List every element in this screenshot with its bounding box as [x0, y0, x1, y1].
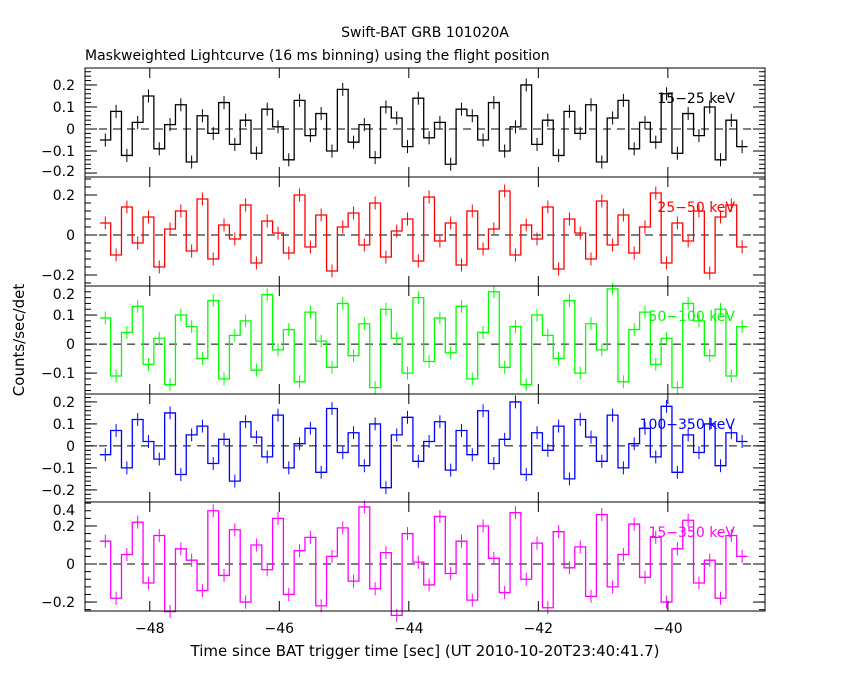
x-tick-label: −48	[135, 621, 165, 637]
chart-title: Swift-BAT GRB 101020A	[341, 25, 509, 41]
y-tick-label: 0	[66, 122, 75, 138]
series-line	[99, 288, 748, 389]
x-tick-label: −40	[653, 621, 683, 637]
x-tick-label: −42	[524, 621, 554, 637]
panel-100-350-kev: 100−350 keV −0.2 −0.1 0 0.1 0.2	[41, 393, 766, 503]
panel-50-100-kev: 50−100 keV −0.1 0 0.1 0.2	[41, 282, 766, 395]
y-tick-label: 0.2	[53, 519, 75, 535]
y-tick-label: −0.2	[41, 268, 75, 284]
panel-frame	[84, 285, 766, 395]
energy-band-label: 25−50 keV	[657, 200, 735, 216]
x-tick-label: −46	[265, 621, 295, 637]
series-line	[99, 401, 748, 489]
panel-15-350-kev: 15−350 keV −0.2 0 0.20.4	[41, 500, 766, 622]
panel-frame	[84, 176, 766, 287]
x-tick-label: −44	[394, 621, 424, 637]
y-tick-label: 0.2	[53, 188, 75, 204]
energy-band-label: 100−350 keV	[640, 417, 736, 433]
y-tick-label: 0	[66, 557, 75, 573]
series-line	[99, 84, 748, 165]
energy-band-label: 50−100 keV	[648, 309, 735, 325]
panel-frame	[84, 501, 766, 612]
panel-25-50-kev: 25−50 keV −0.2 0 0.2	[41, 176, 766, 287]
y-tick-label: 0.2	[53, 78, 75, 94]
y-tick-label: 0.4	[53, 503, 75, 519]
y-tick-label: 0.2	[53, 287, 75, 303]
y-tick-label: −0.2	[41, 483, 75, 499]
panel-15-25-kev: 15−25 keV −0.2 −0.1 0 0.1 0.2	[41, 67, 766, 180]
y-tick-label: 0.1	[53, 308, 75, 324]
y-tick-label: −0.1	[41, 144, 75, 160]
y-axis-label: Counts/sec/det	[10, 284, 28, 397]
panel-frame	[84, 393, 766, 503]
y-tick-label: 0	[66, 439, 75, 455]
panel-frame	[84, 67, 766, 178]
series-line	[99, 190, 748, 274]
x-axis-label: Time since BAT trigger time [sec] (UT 20…	[190, 642, 660, 660]
energy-band-label: 15−350 keV	[648, 525, 735, 541]
y-tick-label: −0.2	[41, 595, 75, 611]
y-tick-label: 0	[66, 337, 75, 353]
y-tick-label: 0.2	[53, 395, 75, 411]
y-tick-label: −0.1	[41, 461, 75, 477]
series-line	[99, 506, 748, 617]
chart-subtitle: Maskweighted Lightcurve (16 ms binning) …	[85, 48, 550, 64]
energy-band-label: 15−25 keV	[657, 91, 735, 107]
y-tick-label: 0.1	[53, 417, 75, 433]
y-tick-label: −0.1	[41, 366, 75, 382]
y-tick-label: −0.2	[41, 164, 75, 180]
y-tick-label: 0.1	[53, 100, 75, 116]
y-tick-label: 0	[66, 228, 75, 244]
